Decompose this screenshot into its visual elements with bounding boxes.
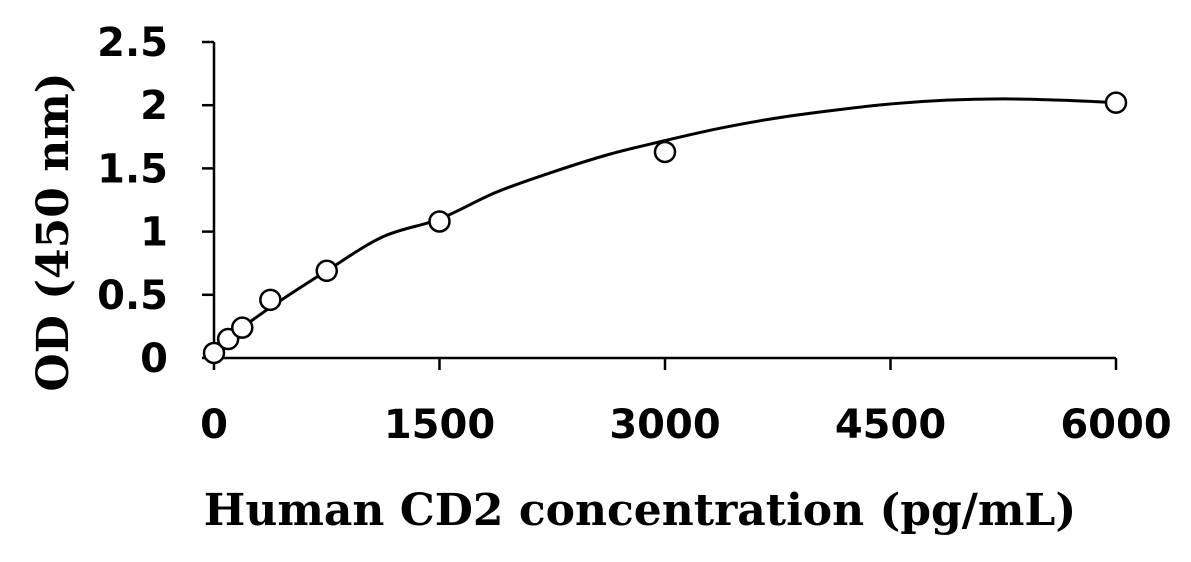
data-point	[231, 316, 254, 339]
x-tick-label: 3000	[609, 402, 720, 448]
x-axis-title: Human CD2 concentration (pg/mL)	[204, 485, 1076, 536]
y-axis-title: OD (450 nm)	[28, 72, 79, 391]
x-tick-label: 0	[200, 402, 228, 448]
data-points	[202, 91, 1128, 365]
data-point	[259, 288, 282, 312]
y-tick-label: 2	[140, 83, 168, 129]
data-point	[1104, 91, 1128, 114]
data-point	[653, 140, 677, 164]
data-point	[428, 210, 451, 233]
x-tick-label: 1500	[384, 402, 495, 448]
trendline-layer	[213, 97, 1117, 350]
y-tick-labels: 0 0.5 1 1.5 2 2.5	[97, 20, 168, 382]
y-tick-label: 1.5	[97, 146, 168, 192]
data-point	[315, 259, 338, 283]
axes	[202, 40, 1118, 370]
y-tick-label: 1	[140, 210, 168, 256]
data-point	[202, 341, 226, 365]
x-tick-label: 4500	[835, 402, 946, 448]
x-tick-labels: 0 1500 3000 4500 6000	[200, 402, 1172, 448]
y-tick-label: 0	[140, 336, 168, 382]
y-tick-label: 2.5	[97, 20, 168, 66]
trendline	[213, 97, 1117, 350]
y-tick-label: 0.5	[97, 273, 168, 319]
x-tick-label: 6000	[1060, 402, 1171, 448]
